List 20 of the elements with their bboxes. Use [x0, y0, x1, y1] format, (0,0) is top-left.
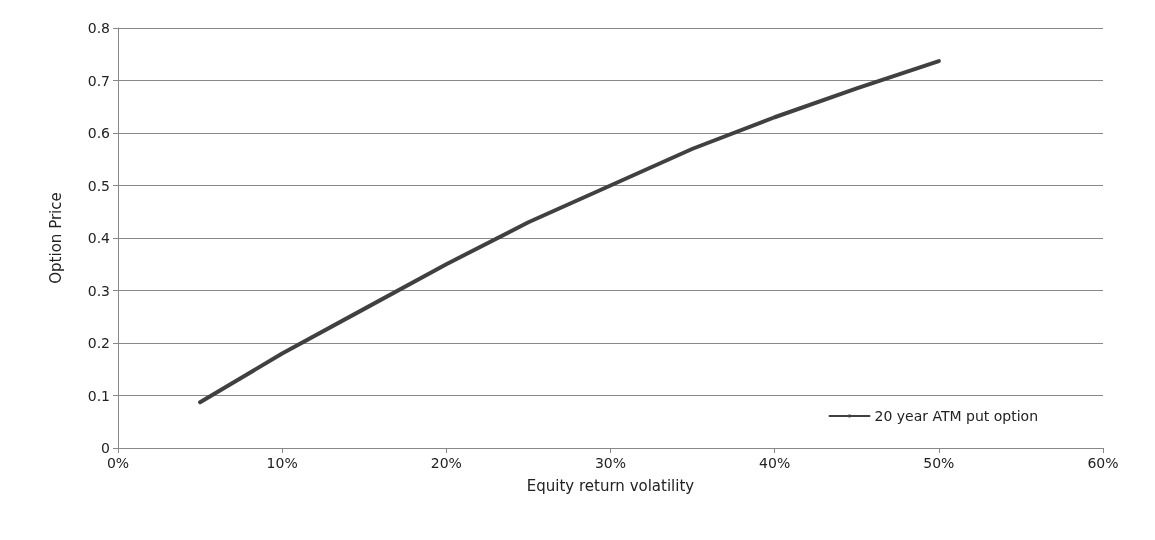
- line-series: [198, 59, 941, 405]
- x-tick-label: 40%: [759, 455, 791, 471]
- x-tick-label: 30%: [594, 455, 627, 471]
- y-tick-label: 0.5: [87, 177, 110, 194]
- y-tick-label: 0.8: [87, 20, 110, 36]
- legend-label: 20 year ATM put option: [874, 408, 1039, 424]
- x-tick-label: 20%: [430, 455, 462, 471]
- x-tick-label: 0%: [106, 455, 130, 471]
- y-tick-label: 0: [101, 440, 110, 456]
- y-axis-title: Option Price: [46, 192, 65, 284]
- x-tick-label: 10%: [266, 455, 298, 471]
- y-tick-label: 0.7: [87, 72, 110, 89]
- y-tick-label: 0.6: [87, 125, 111, 141]
- x-tick-label: 50%: [923, 455, 955, 471]
- y-tick-label: 0.1: [87, 387, 110, 404]
- x-axis-title: Equity return volatility: [526, 476, 695, 495]
- y-tick-label: 0.2: [87, 335, 110, 351]
- y-tick-label: 0.3: [87, 282, 110, 299]
- y-tick-label: 0.4: [87, 230, 111, 246]
- x-tick-label: 60%: [1087, 455, 1119, 471]
